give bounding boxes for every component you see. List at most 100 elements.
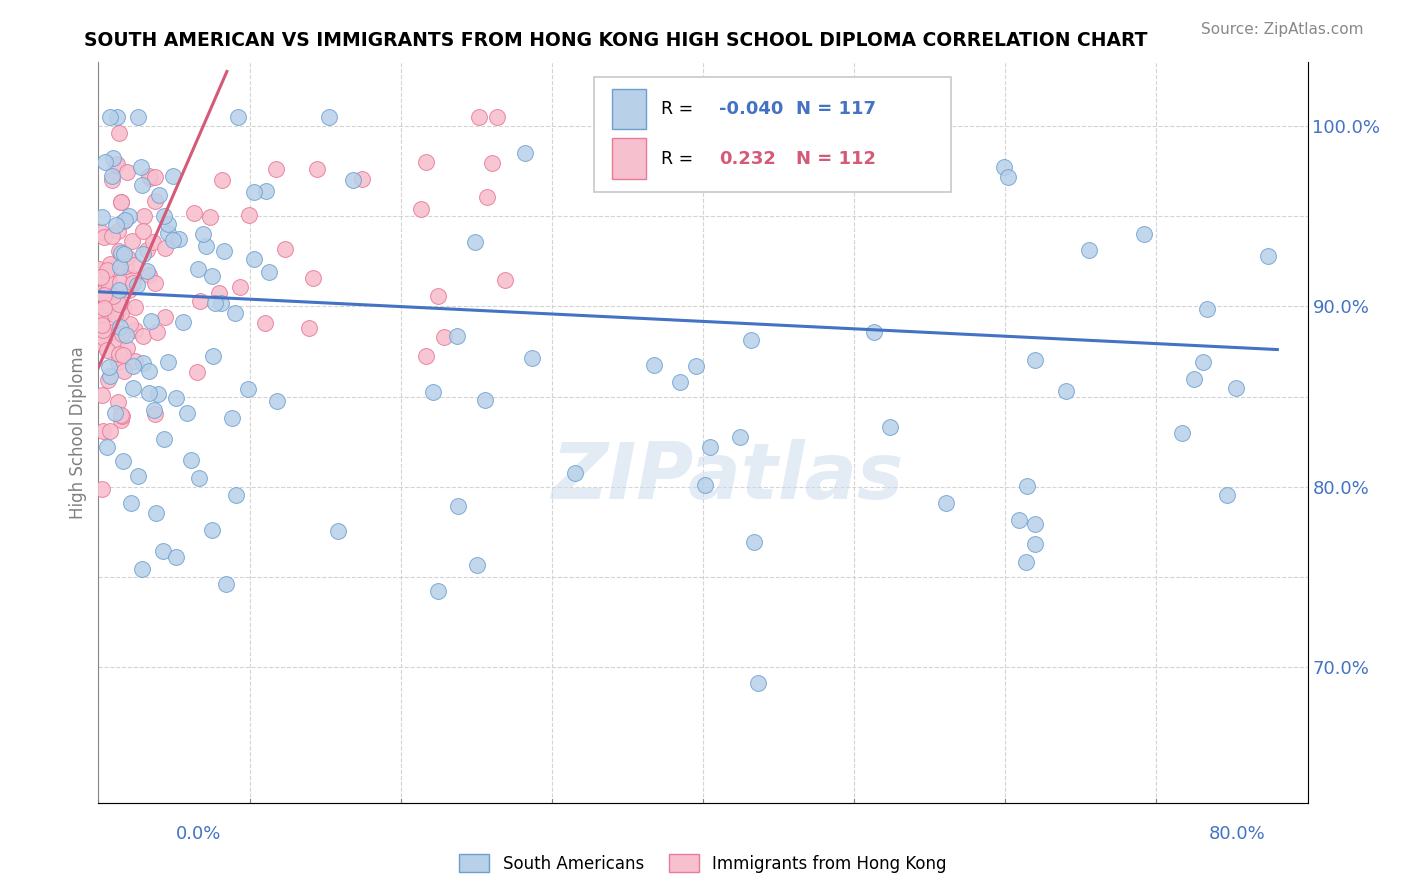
Point [243,185,266,199]
Point [131,247,153,261]
Point [124,353,146,368]
Point [104,324,127,338]
Point [157,227,180,241]
Point [997,169,1019,184]
Point [153,241,176,255]
Point [94,299,117,313]
Point [1171,426,1194,441]
Point [105,110,128,124]
Point [121,234,143,248]
Point [153,432,176,446]
Text: SOUTH AMERICAN VS IMMIGRANTS FROM HONG KONG HIGH SCHOOL DIPLOMA CORRELATION CHAR: SOUTH AMERICAN VS IMMIGRANTS FROM HONG K… [84,31,1147,50]
Point [202,349,225,363]
Point [93,331,115,345]
Point [110,306,132,320]
Point [668,376,690,390]
Point [165,550,187,565]
Point [520,351,543,365]
Point [188,293,211,308]
Point [1007,513,1029,527]
Point [108,275,131,289]
Point [131,328,153,343]
Point [139,171,162,186]
Point [110,412,132,426]
Point [127,110,149,124]
Point [114,246,136,260]
Point [162,169,184,183]
Point [225,488,247,502]
Text: 0.232: 0.232 [718,150,776,168]
Point [740,333,762,347]
Point [693,478,716,492]
Point [485,110,508,124]
Point [1015,555,1038,569]
Point [209,295,232,310]
Point [111,409,134,424]
Point [415,349,437,363]
Point [107,354,129,368]
Text: ZIPatlas: ZIPatlas [551,439,903,515]
Point [229,279,252,293]
Point [112,300,135,314]
Point [176,406,198,420]
Point [226,110,249,124]
Point [879,420,901,434]
Point [415,154,437,169]
Point [153,209,176,223]
Point [1024,517,1046,532]
Point [467,110,489,124]
Point [145,326,167,340]
Point [90,335,112,350]
Point [91,424,114,438]
Point [138,268,160,283]
Point [107,333,129,347]
FancyBboxPatch shape [613,88,647,129]
Y-axis label: High School Diploma: High School Diploma [69,346,87,519]
Point [1191,355,1213,369]
Point [132,224,155,238]
Text: 80.0%: 80.0% [1209,825,1265,843]
Point [699,440,721,454]
Point [254,184,277,198]
Point [148,188,170,202]
Point [238,382,260,396]
Point [96,373,118,387]
Point [90,210,112,224]
Point [201,269,224,284]
Point [352,171,374,186]
Point [1216,488,1239,502]
Point [221,411,243,425]
Point [1182,372,1205,386]
Point [91,301,114,316]
Point [194,239,217,253]
Point [110,260,132,274]
Point [513,145,536,160]
Point [117,250,139,264]
Point [266,394,288,409]
Point [165,391,187,405]
Point [1078,243,1101,257]
Point [115,341,138,355]
Text: -0.040: -0.040 [718,100,783,118]
Point [129,160,152,174]
Point [98,424,121,438]
Point [107,297,129,311]
Point [110,195,132,210]
Point [342,172,364,186]
Point [475,190,498,204]
Point [105,157,128,171]
Point [172,315,194,329]
Point [201,524,224,538]
Point [124,323,146,337]
Text: R =: R = [661,100,699,118]
Point [91,388,114,402]
Point [107,284,129,298]
Point [328,524,350,538]
Point [935,496,957,510]
Point [112,213,135,227]
Point [120,317,142,331]
Point [494,273,516,287]
Point [274,242,297,256]
Point [89,309,111,323]
Point [110,194,132,209]
